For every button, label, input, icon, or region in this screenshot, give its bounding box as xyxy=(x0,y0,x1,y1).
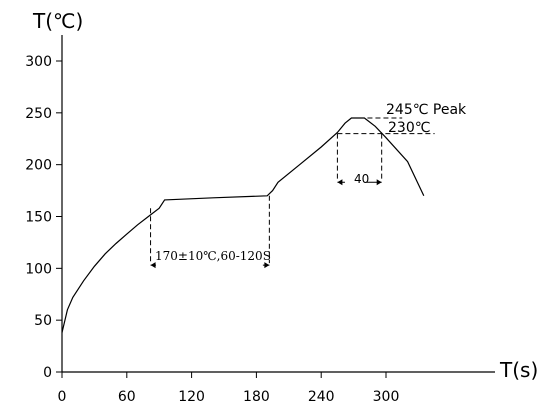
peak-label: 245℃ Peak xyxy=(386,102,467,118)
x-tick-label-240: 240 xyxy=(308,389,335,405)
reflow-arrow-right xyxy=(376,179,382,186)
soak-arrow-left xyxy=(150,262,156,269)
soak-arrow-right xyxy=(264,262,270,269)
x-tick-label-60: 60 xyxy=(118,389,136,405)
x-axis-title: T(s) xyxy=(499,358,538,382)
tick-labels: 0 50 100 150 200 250 300 0 60 120 180 240 300 xyxy=(25,54,399,405)
y-axis-title: T(℃) xyxy=(32,9,83,33)
y-tick-label-100: 100 xyxy=(25,261,52,277)
temperature-curve xyxy=(61,117,425,333)
y-tick-label-150: 150 xyxy=(25,210,52,226)
soak-label: 170±10℃,60-120S xyxy=(155,249,271,263)
reflow-arrow-left xyxy=(337,179,343,186)
reflow-duration-label: 40 xyxy=(354,172,369,186)
tick-marks xyxy=(56,60,387,378)
y-tick-label-50: 50 xyxy=(34,313,52,329)
y-tick-label-0: 0 xyxy=(43,365,52,381)
x-tick-label-180: 180 xyxy=(243,389,270,405)
axes xyxy=(61,35,495,373)
x-tick-label-0: 0 xyxy=(58,389,67,405)
y-tick-label-300: 300 xyxy=(25,54,52,70)
x-tick-label-120: 120 xyxy=(178,389,205,405)
y-tick-label-200: 200 xyxy=(25,158,52,174)
annotation-guides xyxy=(150,117,435,269)
level-230-label: 230℃ xyxy=(388,120,430,136)
x-tick-label-300: 300 xyxy=(373,389,400,405)
y-tick-label-250: 250 xyxy=(25,106,52,122)
